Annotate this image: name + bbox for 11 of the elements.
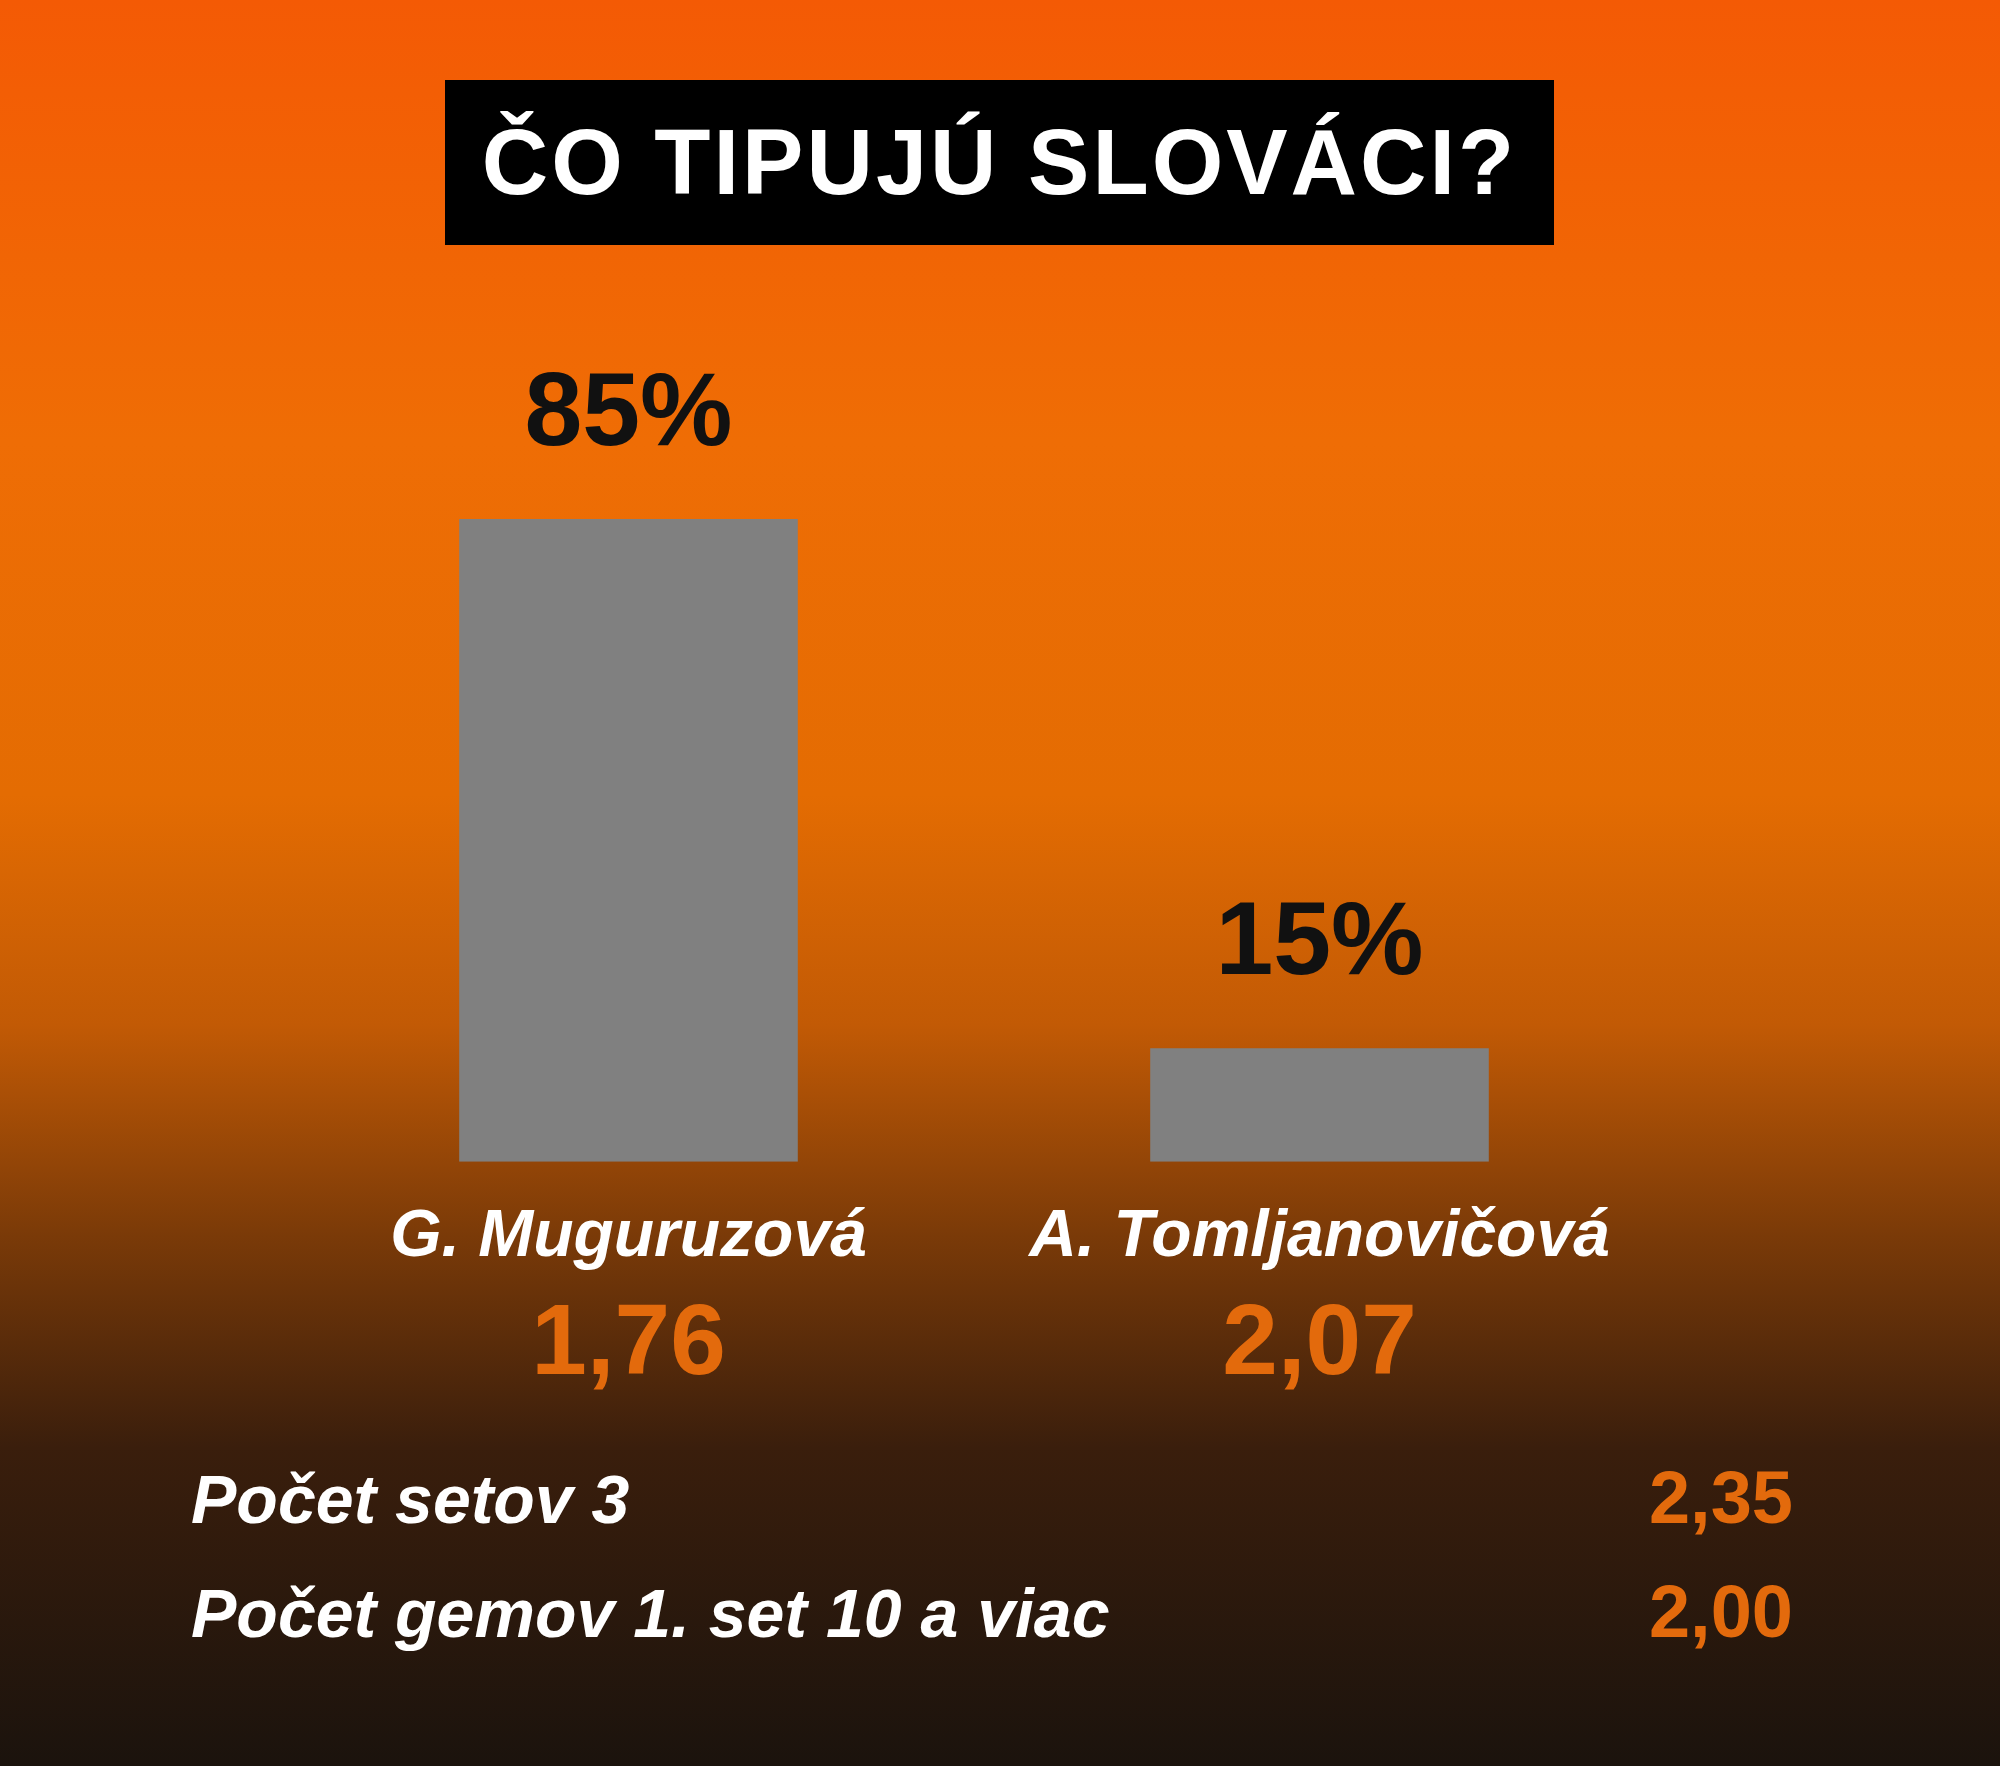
- chart-title: ČO TIPUJÚ SLOVÁCI?: [445, 80, 1554, 245]
- text: 2,00: [1648, 1569, 1793, 1653]
- x-tick-label: G. Muguruzová: [390, 1195, 867, 1270]
- text: Počet gemov 1. set 10 a viac: [191, 1574, 1110, 1651]
- x-tick-label: A. Tomljanovičová: [1027, 1195, 1610, 1270]
- text: 2,07: [1222, 1283, 1417, 1396]
- text: 1,76: [531, 1283, 726, 1396]
- text: Počet setov 3: [191, 1460, 630, 1537]
- data-label: 15%: [1215, 880, 1424, 997]
- text: 2,35: [1648, 1455, 1793, 1539]
- data-label: 85%: [524, 351, 733, 467]
